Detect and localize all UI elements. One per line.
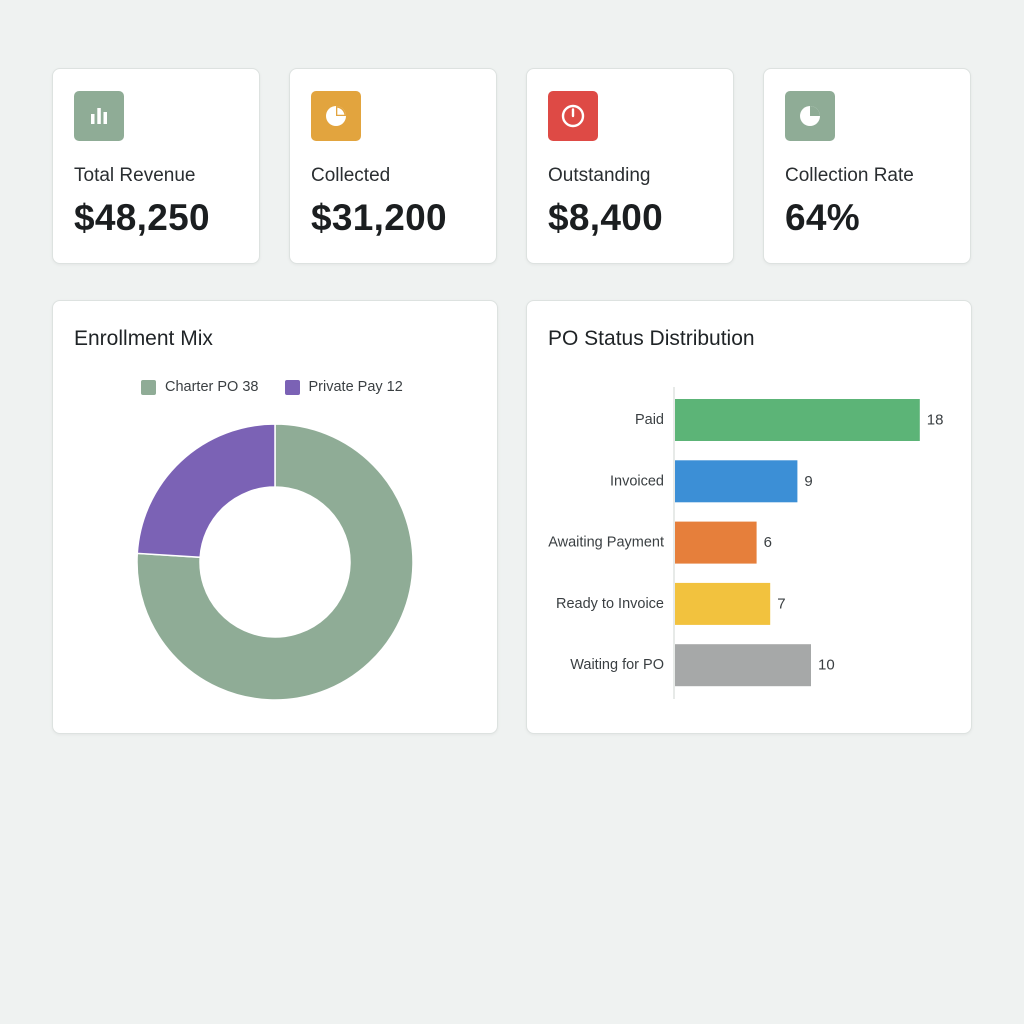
donut-slice-private-pay: [136, 423, 276, 559]
legend-label: Charter PO 38: [165, 379, 259, 395]
panel-title: Enrollment Mix: [74, 327, 213, 350]
enrollment-mix-panel: Enrollment Mix Charter PO 38 Private Pay…: [52, 300, 498, 734]
bar-value-awaiting-payment: 6: [764, 534, 772, 551]
kpi-icon-box: [74, 91, 124, 141]
chart-legend: Charter PO 38 Private Pay 12: [141, 379, 429, 395]
legend-item-charter-po: Charter PO 38: [141, 379, 259, 395]
category-label-invoiced: Invoiced: [610, 473, 664, 489]
category-label-ready-to-invoice: Ready to Invoice: [556, 596, 664, 612]
kpi-value: 64%: [785, 197, 860, 238]
kpi-icon-box: [311, 91, 361, 141]
pie-chart-icon: [800, 106, 820, 126]
kpi-label: Outstanding: [548, 165, 651, 186]
kpi-value: $8,400: [548, 197, 663, 238]
bar-ready-to-invoice: [675, 582, 771, 625]
kpi-card-collection-rate: Collection Rate 64%: [763, 68, 971, 264]
legend-swatch: [284, 379, 300, 395]
bar-value-waiting-for-po: 10: [818, 657, 835, 674]
bar-value-invoiced: 9: [804, 473, 812, 490]
kpi-card-collected: Collected $31,200: [289, 68, 497, 264]
kpi-icon-box: [785, 91, 835, 141]
panel-title: PO Status Distribution: [548, 327, 755, 350]
bar-value-ready-to-invoice: 7: [777, 595, 785, 612]
kpi-value: $31,200: [311, 197, 447, 238]
category-label-awaiting-payment: Awaiting Payment: [548, 535, 664, 551]
clock-icon: [561, 104, 585, 128]
bar-chart: Paid 18 Invoiced 9 Awaiting Payment 6 Ready to…: [548, 387, 944, 699]
pie-chart-icon: [326, 106, 346, 126]
donut-chart: [136, 423, 414, 701]
legend-label: Private Pay 12: [308, 379, 403, 395]
bar-chart-icon: [91, 108, 107, 124]
kpi-icon-box: [548, 91, 598, 141]
kpi-card-outstanding: Outstanding $8,400: [526, 68, 734, 264]
kpi-value: $48,250: [74, 197, 210, 238]
bar-awaiting-payment: [675, 521, 757, 564]
kpi-card-total-revenue: Total Revenue $48,250: [52, 68, 260, 264]
bar-invoiced: [675, 460, 798, 503]
bar-paid: [675, 399, 920, 441]
category-label-paid: Paid: [635, 412, 664, 428]
kpi-label: Collection Rate: [785, 165, 914, 186]
po-status-panel: PO Status Distribution Paid 18 Invoiced 9 Aw…: [526, 300, 972, 734]
donut-slice-charter-po: [136, 423, 414, 701]
bar-waiting-for-po: [675, 644, 811, 687]
kpi-label: Total Revenue: [74, 165, 196, 186]
category-label-waiting-for-po: Waiting for PO: [570, 657, 664, 673]
legend-item-private-pay: Private Pay 12: [284, 379, 403, 395]
bar-value-paid: 18: [927, 412, 944, 429]
kpi-label: Collected: [311, 165, 391, 186]
legend-swatch: [141, 379, 156, 395]
